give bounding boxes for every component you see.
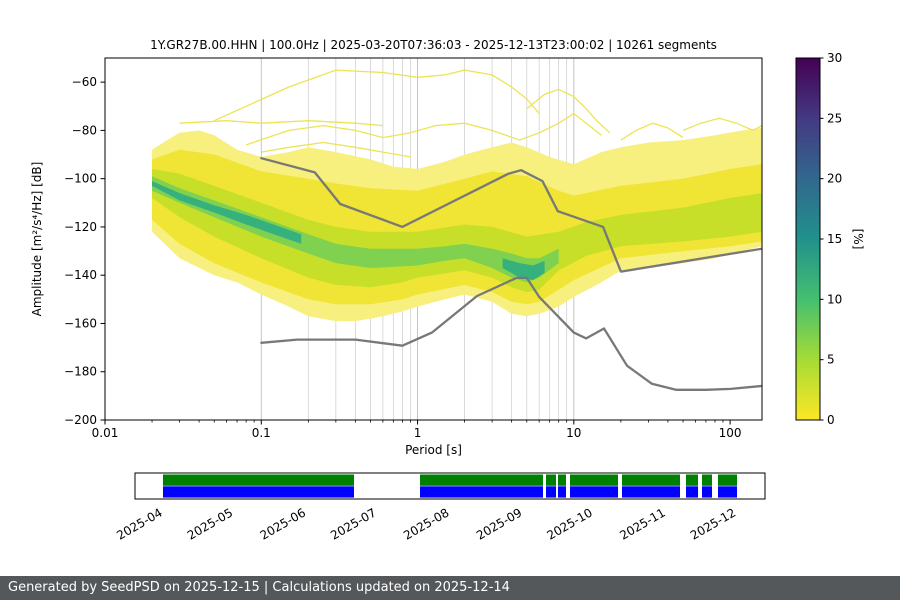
x-tick-label: 0.01 — [92, 426, 119, 440]
coverage-segment — [685, 486, 699, 498]
coverage-segment — [702, 486, 713, 498]
y-tick-label: −80 — [72, 123, 97, 137]
speckle-line-5 — [620, 122, 684, 141]
coverage-date-label: 2025-09 — [474, 505, 524, 542]
coverage-segment — [557, 486, 566, 498]
coverage-segment — [621, 486, 681, 498]
coverage-date-label: 2025-12 — [688, 505, 738, 542]
coverage-segment — [162, 486, 354, 498]
coverage-date-label: 2025-11 — [617, 505, 667, 542]
coverage-date-label: 2025-06 — [258, 505, 308, 542]
x-tick-label: 100 — [719, 426, 742, 440]
coverage-date-label: 2025-08 — [401, 505, 451, 542]
ppsd-histogram — [152, 128, 762, 322]
ppsd-speckles — [179, 69, 762, 158]
speckle-line-4 — [261, 141, 411, 158]
histogram-band-2 — [152, 169, 762, 293]
y-tick-label: −60 — [72, 75, 97, 89]
coverage-date-label: 2025-04 — [114, 505, 164, 542]
x-tick-label: 10 — [566, 426, 581, 440]
colorbar-tick-label: 20 — [827, 172, 842, 186]
y-tick-label: −200 — [64, 413, 97, 427]
coverage-segment — [570, 474, 619, 486]
coverage-date-label: 2025-10 — [544, 505, 594, 542]
speckle-line-6 — [179, 120, 383, 127]
coverage-segment — [570, 486, 619, 498]
y-tick-label: −100 — [64, 172, 97, 186]
histogram-band-4 — [152, 181, 302, 244]
coverage-segment — [420, 474, 543, 486]
coverage-bar: 2025-04 2025-05 2025-06 2025-07 2025-08 2025-… — [114, 472, 766, 543]
colorbar-tick-label: 30 — [827, 51, 842, 65]
plot-title: 1Y.GR27B.00.HHN | 100.0Hz | 2025-03-20T0… — [150, 38, 717, 52]
y-tick-label: −120 — [64, 220, 97, 234]
ppsd-chart: 0.01 0.1 1 10 100−60−80−100−120−140−160−180−… — [64, 51, 842, 543]
x-axis-label: Period [s] — [405, 443, 462, 457]
speckle-line-1 — [245, 112, 602, 146]
speckle-line-3 — [682, 117, 762, 132]
x-axis-ticks: 0.01 0.1 1 10 100 — [92, 420, 742, 440]
coverage-segment — [162, 474, 354, 486]
x-tick-label: 0.1 — [252, 426, 271, 440]
y-tick-label: −160 — [64, 316, 97, 330]
coverage-segment — [718, 486, 738, 498]
colorbar-tick-label: 15 — [827, 232, 842, 246]
plot-frame — [104, 57, 763, 421]
colorbar-tick-label: 25 — [827, 111, 842, 125]
colorbar-tick-label: 5 — [827, 353, 835, 367]
colorbar-gradient — [796, 58, 820, 420]
noise-model-high — [260, 157, 762, 273]
footer-bar: Generated by SeedPSD on 2025-12-15 | Cal… — [0, 576, 900, 600]
coverage-segment — [420, 486, 543, 498]
y-axis-ticks: −60 −80 −100 −120 −140 −160 −180 −200 — [64, 75, 105, 427]
y-tick-label: −180 — [64, 365, 97, 379]
coverage-segment — [546, 474, 557, 486]
coverage-segment — [702, 474, 713, 486]
coverage-segment — [685, 474, 699, 486]
y-tick-label: −140 — [64, 268, 97, 282]
coverage-segment — [621, 474, 681, 486]
colorbar-tick-label: 10 — [827, 292, 842, 306]
noise-models — [260, 157, 762, 391]
coverage-date-label: 2025-05 — [185, 505, 235, 542]
colorbar: 0 5 10 15 20 25 30 — [795, 51, 842, 427]
coverage-segment — [557, 474, 566, 486]
colorbar-tick-label: 0 — [827, 413, 835, 427]
coverage-segment — [546, 486, 557, 498]
histogram-band-5 — [502, 258, 545, 280]
coverage-segment — [718, 474, 738, 486]
coverage-date-label: 2025-07 — [328, 505, 378, 542]
histogram-band-3 — [152, 176, 559, 283]
x-tick-label: 1 — [414, 426, 422, 440]
speckle-line-2 — [526, 88, 611, 134]
speckle-line-0 — [213, 69, 540, 122]
noise-model-low — [260, 276, 762, 391]
footer-text: Generated by SeedPSD on 2025-12-15 | Cal… — [8, 580, 510, 595]
